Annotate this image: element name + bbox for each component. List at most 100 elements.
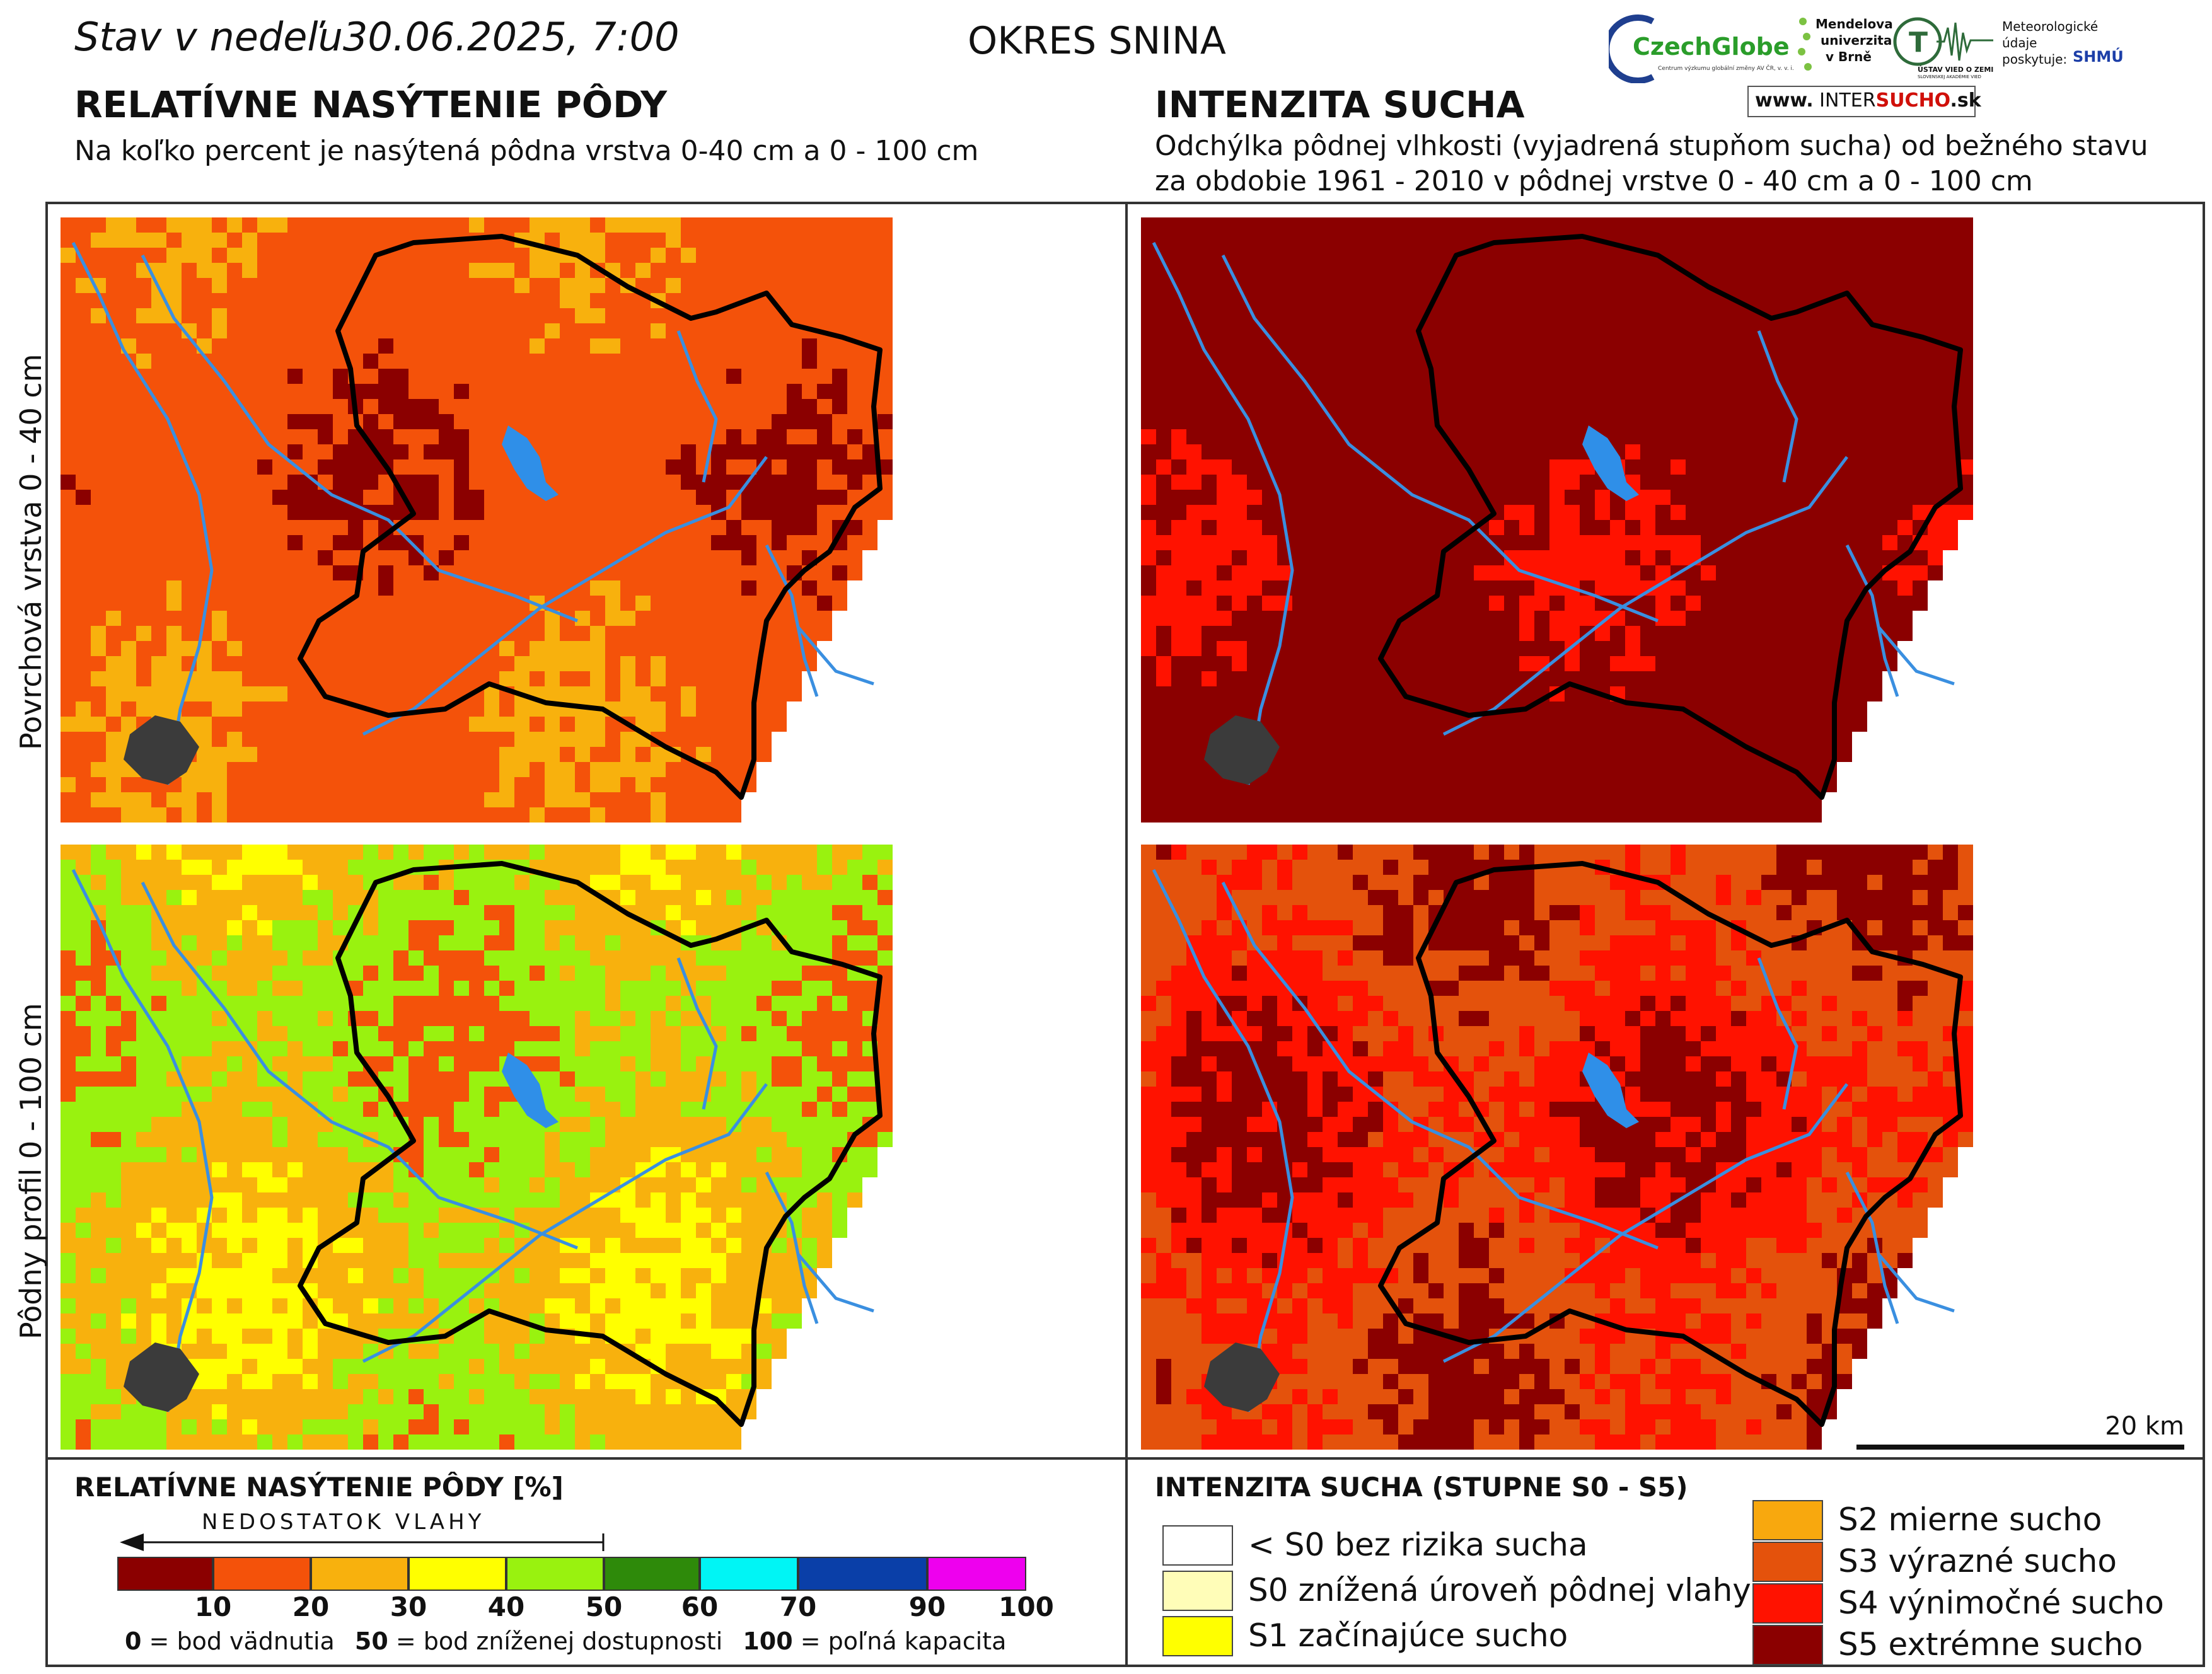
raster-cell	[151, 966, 166, 981]
raster-cell	[726, 981, 741, 996]
raster-cell	[1792, 792, 1807, 807]
raster-cell	[1761, 490, 1776, 505]
raster-cell	[1867, 520, 1882, 535]
raster-cell	[1852, 611, 1867, 626]
raster-cell	[484, 217, 499, 233]
raster-cell	[1549, 459, 1565, 475]
raster-cell	[303, 278, 318, 293]
raster-cell	[151, 354, 166, 369]
raster-cell	[499, 338, 514, 354]
raster-cell	[1156, 338, 1171, 354]
raster-cell	[484, 950, 499, 966]
raster-cell	[1444, 580, 1459, 596]
raster-cell	[1852, 338, 1867, 354]
raster-cell	[1867, 490, 1882, 505]
raster-cell	[1746, 762, 1761, 777]
raster-cell	[1292, 580, 1307, 596]
raster-cell	[741, 338, 756, 354]
raster-cell	[1716, 444, 1731, 459]
raster-cell	[545, 459, 560, 475]
raster-cell	[635, 263, 651, 278]
raster-cell	[151, 550, 166, 565]
raster-cell	[1671, 338, 1686, 354]
raster-cell	[333, 875, 348, 890]
raster-cell	[1428, 747, 1444, 762]
raster-cell	[1897, 248, 1913, 263]
raster-cell	[454, 520, 469, 535]
raster-cell	[1413, 656, 1428, 671]
raster-cell	[575, 777, 590, 792]
raster-cell	[575, 747, 590, 762]
raster-cell	[1413, 747, 1428, 762]
raster-cell	[635, 747, 651, 762]
raster-cell	[1731, 399, 1746, 414]
raster-cell	[620, 686, 635, 701]
raster-cell	[1202, 580, 1217, 596]
raster-cell	[1413, 565, 1428, 580]
raster-cell	[1565, 475, 1580, 490]
raster-cell	[121, 444, 136, 459]
raster-cell	[1837, 248, 1852, 263]
raster-cell	[499, 966, 514, 981]
raster-cell	[1459, 671, 1474, 686]
raster-cell	[832, 399, 847, 414]
raster-cell	[877, 429, 893, 444]
raster-cell	[1882, 490, 1897, 505]
raster-cell	[469, 354, 484, 369]
raster-cell	[1504, 278, 1519, 293]
raster-cell	[575, 550, 590, 565]
raster-cell	[1504, 308, 1519, 323]
raster-cell	[1444, 475, 1459, 490]
raster-cell	[393, 580, 408, 596]
raster-cell	[242, 641, 257, 656]
raster-cell	[182, 890, 197, 905]
raster-cell	[772, 1011, 787, 1026]
raster-cell	[227, 935, 242, 950]
raster-cell	[348, 475, 363, 490]
raster-cell	[272, 475, 287, 490]
raster-cell	[1534, 248, 1549, 263]
raster-cell	[545, 1041, 560, 1056]
raster-cell	[1534, 338, 1549, 354]
raster-cell	[378, 732, 393, 747]
raster-cell	[832, 369, 847, 384]
raster-cell	[1625, 338, 1640, 354]
raster-cell	[1292, 338, 1307, 354]
raster-cell	[741, 996, 756, 1011]
raster-cell	[772, 535, 787, 550]
raster-cell	[1292, 777, 1307, 792]
raster-cell	[227, 444, 242, 459]
raster-cell	[242, 845, 257, 860]
raster-cell	[1580, 278, 1595, 293]
raster-cell	[1928, 565, 1943, 580]
raster-cell	[1504, 611, 1519, 626]
raster-cell	[726, 807, 741, 823]
raster-cell	[666, 550, 681, 565]
raster-cell	[1307, 686, 1323, 701]
raster-cell	[484, 996, 499, 1011]
raster-cell	[530, 248, 545, 263]
river-line	[141, 254, 578, 623]
raster-cell	[212, 233, 227, 248]
mendel-line-1: Mendelova	[1815, 16, 1893, 32]
raster-cell	[303, 732, 318, 747]
raster-cell	[318, 747, 333, 762]
raster-cell	[756, 747, 772, 762]
raster-cell	[227, 777, 242, 792]
raster-cell	[1640, 414, 1655, 429]
raster-cell	[1398, 429, 1413, 444]
raster-cell	[76, 550, 91, 565]
raster-cell	[363, 845, 378, 860]
raster-cell	[1504, 732, 1519, 747]
raster-cell	[802, 520, 817, 535]
raster-cell	[1338, 278, 1353, 293]
raster-cell	[287, 981, 303, 996]
raster-cell	[651, 1011, 666, 1026]
raster-cell	[877, 384, 893, 399]
raster-cell	[61, 369, 76, 384]
raster-cell	[121, 399, 136, 414]
raster-cell	[832, 966, 847, 981]
raster-cell	[877, 920, 893, 935]
raster-cell	[318, 717, 333, 732]
raster-cell	[1171, 747, 1186, 762]
